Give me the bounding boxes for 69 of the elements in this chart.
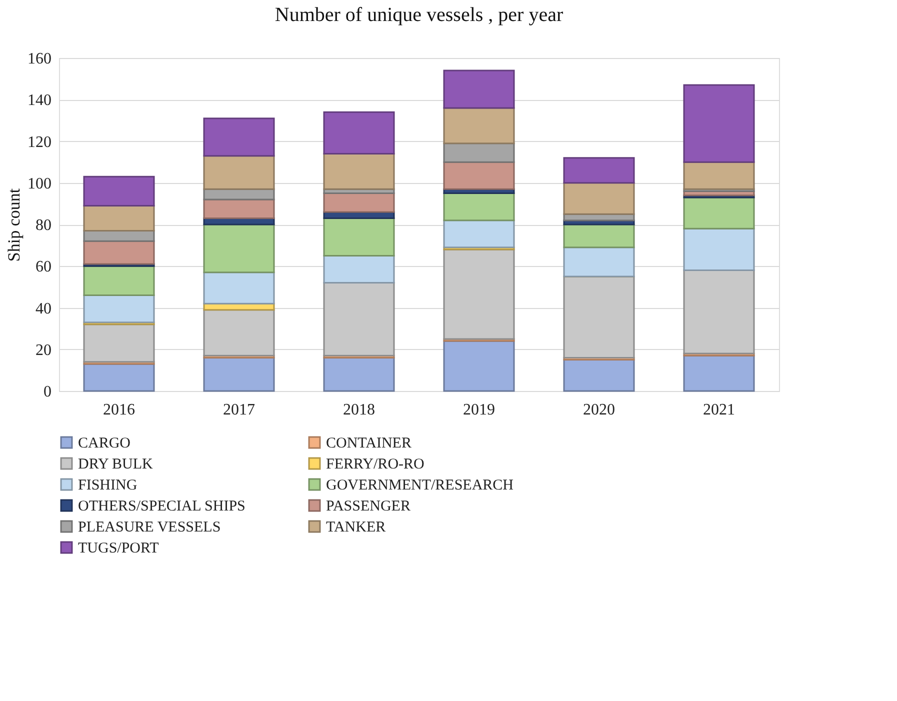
legend-label: GOVERNMENT/RESEARCH bbox=[326, 478, 514, 494]
bar bbox=[563, 224, 635, 248]
y-tick-label: 80 bbox=[36, 217, 52, 234]
bar bbox=[683, 228, 755, 272]
y-axis-title: Ship count bbox=[4, 188, 24, 262]
bar bbox=[83, 324, 155, 363]
y-tick-label: 20 bbox=[36, 342, 52, 359]
bar bbox=[203, 198, 275, 220]
legend-label: CARGO bbox=[78, 436, 131, 452]
bar bbox=[323, 152, 395, 190]
y-tick-label: 0 bbox=[44, 384, 52, 400]
chart-title: Number of unique vessels , per year bbox=[274, 4, 564, 26]
bar bbox=[443, 70, 515, 109]
bar bbox=[323, 282, 395, 356]
bar bbox=[443, 220, 515, 248]
bar bbox=[203, 155, 275, 190]
bar bbox=[683, 270, 755, 354]
bar bbox=[443, 107, 515, 144]
bar bbox=[323, 356, 395, 392]
bar bbox=[83, 363, 155, 392]
legend-label: TUGS/PORT bbox=[78, 540, 159, 556]
bar bbox=[83, 176, 155, 207]
legend-label: PASSENGER bbox=[326, 498, 410, 514]
bar bbox=[563, 246, 635, 278]
bar bbox=[83, 240, 155, 265]
bar bbox=[443, 340, 515, 392]
y-tick-label: 60 bbox=[36, 258, 52, 276]
legend-label: OTHERS/SPECIAL SHIPS bbox=[78, 498, 246, 514]
legend-label: PLEASURE VESSELS bbox=[78, 520, 221, 536]
legend-label: FERRY/RO-RO bbox=[326, 456, 425, 472]
legend-label: FISHING bbox=[78, 478, 138, 494]
bar bbox=[83, 265, 155, 296]
bar bbox=[323, 111, 395, 154]
bar bbox=[83, 294, 155, 324]
bar bbox=[563, 182, 635, 215]
x-tick-label: 2018 bbox=[343, 402, 375, 418]
y-tick-label: 140 bbox=[28, 92, 52, 110]
x-tick-label: 2019 bbox=[463, 402, 495, 418]
bar bbox=[83, 205, 155, 232]
bar bbox=[203, 356, 275, 392]
bar bbox=[203, 118, 275, 157]
bar bbox=[203, 272, 275, 304]
bar bbox=[443, 248, 515, 340]
x-tick-label: 2017 bbox=[223, 402, 255, 418]
bar bbox=[683, 161, 755, 190]
legend-label: TANKER bbox=[326, 520, 386, 536]
y-tick-label: 100 bbox=[28, 175, 52, 192]
bar bbox=[683, 196, 755, 230]
x-tick-label: 2016 bbox=[103, 402, 135, 418]
y-tick-label: 160 bbox=[28, 50, 52, 68]
bar bbox=[323, 192, 395, 213]
x-tick-label: 2020 bbox=[583, 402, 615, 418]
y-tick-label: 40 bbox=[36, 300, 52, 318]
bar bbox=[683, 354, 755, 392]
y-tick-label: 120 bbox=[28, 134, 52, 151]
bar bbox=[203, 224, 275, 274]
bar bbox=[203, 309, 275, 356]
bar bbox=[443, 161, 515, 190]
bar bbox=[683, 84, 755, 163]
bar bbox=[563, 276, 635, 358]
bar bbox=[563, 157, 635, 184]
bar bbox=[443, 142, 515, 163]
bar bbox=[443, 192, 515, 222]
legend-label: CONTAINER bbox=[326, 436, 412, 452]
legend-label: DRY BULK bbox=[78, 456, 154, 472]
bar bbox=[323, 218, 395, 256]
x-tick-label: 2021 bbox=[703, 402, 735, 418]
bar bbox=[563, 359, 635, 392]
bar bbox=[323, 254, 395, 284]
